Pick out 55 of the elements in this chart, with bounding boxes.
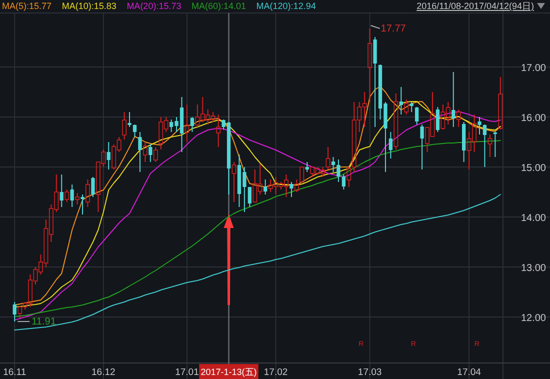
candlestick <box>342 174 346 190</box>
candlestick <box>388 132 393 159</box>
x-tick-label: 2017-1-13(五) <box>200 367 257 377</box>
y-tick-label: 12.00 <box>520 313 546 324</box>
annotation: 11.91 <box>32 316 56 328</box>
candlestick <box>91 176 95 198</box>
text: MA(60):14.01 <box>192 1 246 11</box>
candlestick <box>331 156 336 172</box>
x-tick-label: 16.11 <box>3 367 26 378</box>
x-tick-label: 16.12 <box>92 367 116 378</box>
y-tick-label: 15.00 <box>520 163 546 174</box>
candlestick <box>410 102 414 112</box>
text: MA(20):15.73 <box>126 1 182 11</box>
candlestick <box>436 106 440 132</box>
candlestick <box>148 144 152 162</box>
candlestick <box>399 86 403 115</box>
candlestick <box>132 125 137 138</box>
candlestick <box>264 179 268 195</box>
candlestick <box>420 124 424 170</box>
y-tick-label: 14.00 <box>520 213 546 224</box>
candlestick <box>128 112 132 128</box>
candlestick <box>12 302 16 322</box>
candlestick <box>368 28 372 102</box>
candlestick <box>106 142 110 170</box>
candlestick <box>80 194 84 215</box>
candlestick <box>184 104 190 142</box>
candlestick <box>290 182 294 198</box>
x-tick-label: 17.04 <box>457 367 481 378</box>
candlestick <box>305 162 309 172</box>
y-tick-label: 16.00 <box>520 113 546 124</box>
candlestick <box>86 179 90 208</box>
candlestick <box>190 116 194 132</box>
candlestick <box>336 159 340 182</box>
y-tick-label: 13.00 <box>520 263 546 274</box>
candlestick <box>493 132 497 158</box>
candlestick <box>216 114 221 148</box>
candlestick <box>462 122 466 162</box>
candlestick <box>482 125 487 168</box>
x-tick-label: 17.01 <box>175 367 199 378</box>
candlestick <box>452 72 456 128</box>
candlestick <box>138 132 142 172</box>
text: MA(120):12.94 <box>256 1 316 11</box>
candlestick <box>70 184 74 208</box>
candlestick <box>60 174 64 208</box>
annotation: 17.77 <box>380 24 406 34</box>
chart-subtitle: 2016/11/08-2017/04/12(94日) <box>416 1 534 11</box>
y-tick-label: 17.00 <box>520 63 546 74</box>
text: MA(5):15.77 <box>2 1 52 11</box>
candlestick <box>373 36 377 128</box>
text: MA(10):15.83 <box>62 1 116 11</box>
x-tick-label: 17.02 <box>264 367 288 378</box>
x-tick-label: 17.03 <box>358 367 382 378</box>
candlestick <box>478 116 482 135</box>
candlestick <box>414 108 419 125</box>
line-series <box>14 194 501 330</box>
